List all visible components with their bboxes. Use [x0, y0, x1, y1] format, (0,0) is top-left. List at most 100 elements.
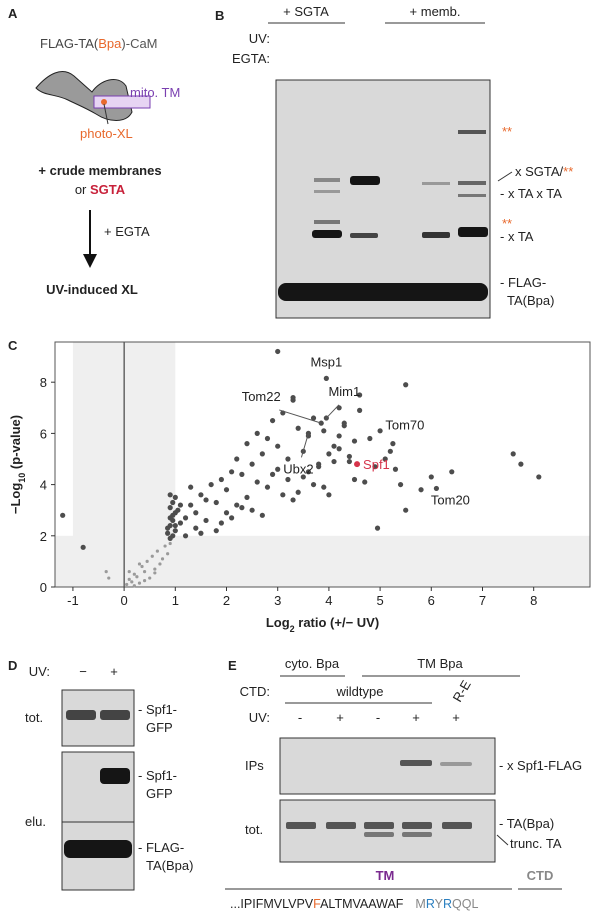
point: [249, 461, 255, 467]
band: [458, 130, 486, 134]
panel-letter: D: [8, 658, 17, 673]
band: [66, 710, 96, 720]
point: [132, 572, 136, 576]
x-axis-label: Log2 ratio (+/− UV): [266, 615, 379, 634]
point: [218, 476, 224, 483]
annotation: Tom22: [242, 389, 281, 404]
point: [244, 494, 250, 500]
point: [269, 471, 276, 477]
point: [158, 562, 162, 566]
band: [312, 230, 342, 238]
group-label: + SGTA: [283, 4, 329, 19]
point: [310, 481, 317, 488]
point: [167, 515, 173, 521]
highlight-point: [354, 461, 361, 468]
point: [104, 570, 108, 574]
point: [326, 492, 332, 498]
construct-part: Bpa: [98, 36, 122, 51]
point: [536, 474, 542, 480]
point: [239, 505, 245, 511]
x-tick-label: 5: [376, 593, 383, 608]
point: [387, 448, 393, 454]
band: [278, 283, 488, 301]
annotation: Ubx2: [283, 461, 313, 476]
band: [402, 822, 432, 829]
point: [234, 456, 240, 462]
band: [458, 227, 488, 237]
point: [357, 407, 363, 413]
bpa-site: [101, 99, 107, 105]
point: [165, 530, 171, 536]
point: [449, 469, 455, 475]
band: [364, 822, 394, 829]
band: [314, 178, 340, 182]
sequence-part: R: [443, 897, 452, 911]
x-tick-label: 1: [172, 593, 179, 608]
point: [130, 580, 134, 584]
band: [314, 190, 340, 193]
point: [346, 453, 352, 460]
band-label: - TA(Bpa): [499, 816, 554, 831]
point: [165, 525, 171, 531]
band: [440, 762, 472, 766]
axis-label-part: (p-value): [8, 415, 23, 473]
band: [422, 182, 450, 185]
point: [275, 443, 281, 449]
point: [229, 469, 235, 475]
point: [285, 476, 291, 483]
x-tick-label: 8: [530, 593, 537, 608]
condition: or SGTA: [75, 182, 126, 197]
point: [341, 420, 347, 426]
band: [458, 181, 486, 185]
point: [351, 438, 358, 444]
point: [182, 533, 189, 539]
point: [326, 451, 332, 457]
leader: [325, 404, 340, 419]
band-label: TA(Bpa): [146, 858, 193, 873]
point: [321, 484, 327, 490]
group-label: cyto. Bpa: [285, 656, 340, 671]
point: [148, 576, 152, 580]
point: [107, 576, 111, 580]
point: [167, 492, 173, 498]
point: [510, 451, 516, 457]
axis-label-part: −Log: [8, 483, 23, 514]
point: [239, 471, 245, 477]
leader: [103, 103, 109, 125]
point: [153, 567, 157, 571]
x-tick-label: 4: [325, 593, 332, 608]
annotation: - x TA: [500, 229, 534, 244]
arrow-head: [83, 254, 97, 268]
band: [286, 822, 316, 829]
y-axis-label: −Log10 (p-value): [8, 415, 27, 514]
row-label: UV:: [249, 710, 270, 725]
sequence-part: QQL: [452, 897, 478, 911]
band-label: GFP: [146, 720, 173, 735]
point: [254, 479, 260, 485]
point: [160, 557, 165, 561]
point: [229, 515, 235, 521]
point: [518, 461, 524, 467]
point: [198, 530, 204, 536]
leader: [300, 433, 309, 458]
sequence-part: ...IPIFMVLVPV: [230, 897, 314, 911]
panel-letter: A: [8, 6, 18, 21]
point: [170, 499, 176, 506]
shade-region: [55, 535, 590, 587]
point: [182, 515, 189, 521]
condition-part: SGTA: [90, 182, 126, 197]
point: [259, 512, 265, 518]
point: [203, 517, 209, 524]
point: [280, 492, 286, 498]
treatment: + EGTA: [104, 224, 150, 239]
band-label: - FLAG-: [138, 840, 184, 855]
y-tick-label: 6: [40, 426, 47, 441]
point: [295, 425, 301, 431]
point: [300, 474, 306, 480]
point: [193, 510, 199, 516]
point: [316, 461, 322, 467]
point: [175, 507, 181, 513]
point: [198, 492, 204, 498]
point: [223, 487, 230, 493]
